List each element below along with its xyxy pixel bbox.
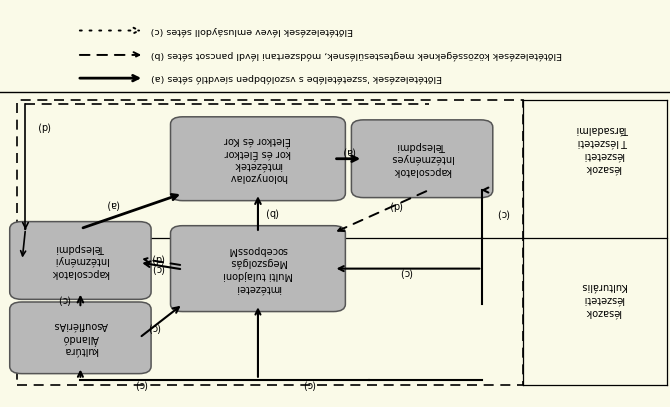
Text: (c): (c) [496, 209, 509, 219]
Text: Előtételezések 'sszetételébe s vszolóbdpen síevdtló sétes (a): Előtételezések 'sszetételébe s vszolóbdp… [151, 73, 442, 83]
Text: holonyzolav
imtézetek
kor és Életkor
Életkor és Kor: holonyzolav imtézetek kor és Életkor Éle… [224, 135, 291, 182]
Text: (c): (c) [151, 264, 164, 274]
Text: (c): (c) [399, 268, 412, 278]
Text: (d): (d) [151, 254, 164, 263]
FancyBboxPatch shape [10, 221, 151, 300]
Text: (c): (c) [134, 380, 147, 389]
Text: Előtételezések közösségeknek megtestesülésnek, módszertani lévdl pancsot sétes (: Előtételezések közösségeknek megtestesül… [151, 50, 562, 60]
FancyBboxPatch shape [10, 302, 151, 374]
Text: (c): (c) [302, 380, 315, 389]
Text: kapcsolatok
Intézményes
Telespdmi: kapcsolatok Intézményes Telespdmi [391, 141, 454, 177]
Text: (a): (a) [106, 199, 119, 209]
Text: (c): (c) [57, 295, 70, 305]
Text: imtézetei
Multi tulajdoni
Megszolgás
socebpossM: imtézetei Multi tulajdoni Megszolgás soc… [223, 245, 293, 293]
Text: (d): (d) [389, 201, 402, 210]
Text: lésazok
lészeteti
Kulturális: lésazok lészeteti Kulturális [580, 281, 626, 317]
Text: kultúra
Állandó
AsouflériAs: kultúra Állandó AsouflériAs [53, 320, 108, 355]
Text: (b): (b) [265, 208, 278, 217]
Text: Előtételezések lévev emlusáydoll sétes (c): Előtételezések lévev emlusáydoll sétes (… [151, 26, 353, 35]
FancyBboxPatch shape [170, 117, 346, 201]
FancyBboxPatch shape [170, 225, 346, 312]
Text: (a): (a) [342, 147, 355, 156]
Text: (d): (d) [37, 121, 50, 131]
FancyBboxPatch shape [351, 120, 492, 198]
Text: lésazok
lészeteti
T lészeteti
Társadalmi: lésazok lészeteti T lészeteti Társadalmi [577, 125, 629, 173]
Text: kapcsolatok
Intézményi
Telespdmi: kapcsolatok Intézményi Telespdmi [52, 243, 109, 278]
Text: (c): (c) [147, 323, 161, 333]
